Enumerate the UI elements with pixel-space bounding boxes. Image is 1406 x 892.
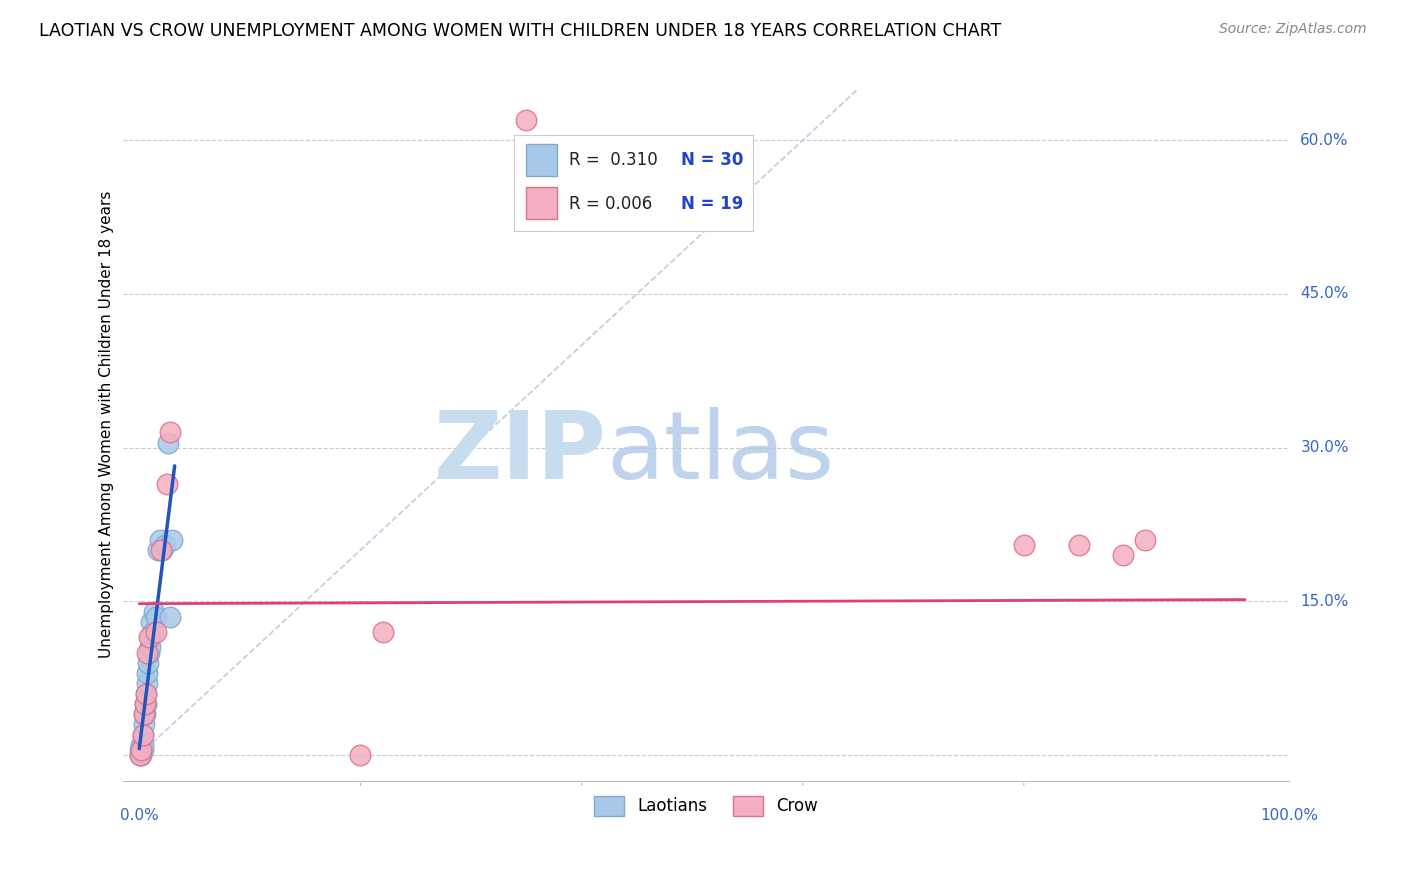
Point xyxy=(139,630,162,644)
Point xyxy=(131,738,153,752)
Point xyxy=(1112,548,1135,562)
Text: R = 0.006: R = 0.006 xyxy=(568,194,652,213)
Point xyxy=(142,605,165,619)
Point xyxy=(129,743,152,757)
Point xyxy=(132,707,155,722)
Point xyxy=(1012,538,1035,552)
Point xyxy=(159,609,181,624)
Text: Source: ZipAtlas.com: Source: ZipAtlas.com xyxy=(1219,22,1367,37)
Text: 15.0%: 15.0% xyxy=(1301,594,1348,609)
Point xyxy=(131,728,153,742)
Point xyxy=(156,476,179,491)
Point xyxy=(131,738,153,752)
Text: LAOTIAN VS CROW UNEMPLOYMENT AMONG WOMEN WITH CHILDREN UNDER 18 YEARS CORRELATIO: LAOTIAN VS CROW UNEMPLOYMENT AMONG WOMEN… xyxy=(39,22,1001,40)
Point xyxy=(135,697,157,711)
Text: 45.0%: 45.0% xyxy=(1301,286,1348,301)
Point xyxy=(162,533,184,547)
Point xyxy=(1135,533,1157,547)
Point xyxy=(135,687,157,701)
Point xyxy=(146,543,169,558)
Point xyxy=(131,748,153,763)
Point xyxy=(145,625,167,640)
Point xyxy=(134,697,156,711)
Text: N = 30: N = 30 xyxy=(682,152,744,169)
Point xyxy=(141,615,163,629)
Point xyxy=(138,630,160,644)
Bar xyxy=(526,145,557,176)
Point xyxy=(131,728,153,742)
Point xyxy=(138,646,160,660)
Text: 0.0%: 0.0% xyxy=(120,808,159,823)
Point xyxy=(1069,538,1091,552)
Point xyxy=(145,609,167,624)
Point xyxy=(159,425,181,440)
Point xyxy=(136,666,159,681)
Point xyxy=(135,687,157,701)
Point xyxy=(157,435,180,450)
Text: N = 19: N = 19 xyxy=(682,194,744,213)
Point xyxy=(132,717,155,731)
Point xyxy=(371,625,394,640)
Text: atlas: atlas xyxy=(607,407,835,500)
Point xyxy=(349,748,371,763)
Point xyxy=(136,676,159,690)
Text: 100.0%: 100.0% xyxy=(1260,808,1319,823)
Point xyxy=(150,543,173,558)
Legend: Laotians, Crow: Laotians, Crow xyxy=(588,789,824,822)
Point xyxy=(139,640,162,655)
Point xyxy=(153,538,176,552)
Text: ZIP: ZIP xyxy=(434,407,607,500)
Point xyxy=(132,707,155,722)
Point xyxy=(141,625,163,640)
Point xyxy=(515,112,537,127)
Point xyxy=(129,748,152,763)
Point xyxy=(152,543,174,558)
Point xyxy=(136,656,159,670)
Point xyxy=(149,533,172,547)
Point xyxy=(134,697,156,711)
Text: 30.0%: 30.0% xyxy=(1301,440,1348,455)
Bar xyxy=(526,187,557,219)
Point xyxy=(131,743,153,757)
Y-axis label: Unemployment Among Women with Children Under 18 years: Unemployment Among Women with Children U… xyxy=(100,191,114,658)
Text: 60.0%: 60.0% xyxy=(1301,133,1348,148)
Point xyxy=(136,646,159,660)
Point xyxy=(129,748,152,763)
Text: R =  0.310: R = 0.310 xyxy=(568,152,658,169)
Point xyxy=(131,743,153,757)
Point xyxy=(134,707,156,722)
